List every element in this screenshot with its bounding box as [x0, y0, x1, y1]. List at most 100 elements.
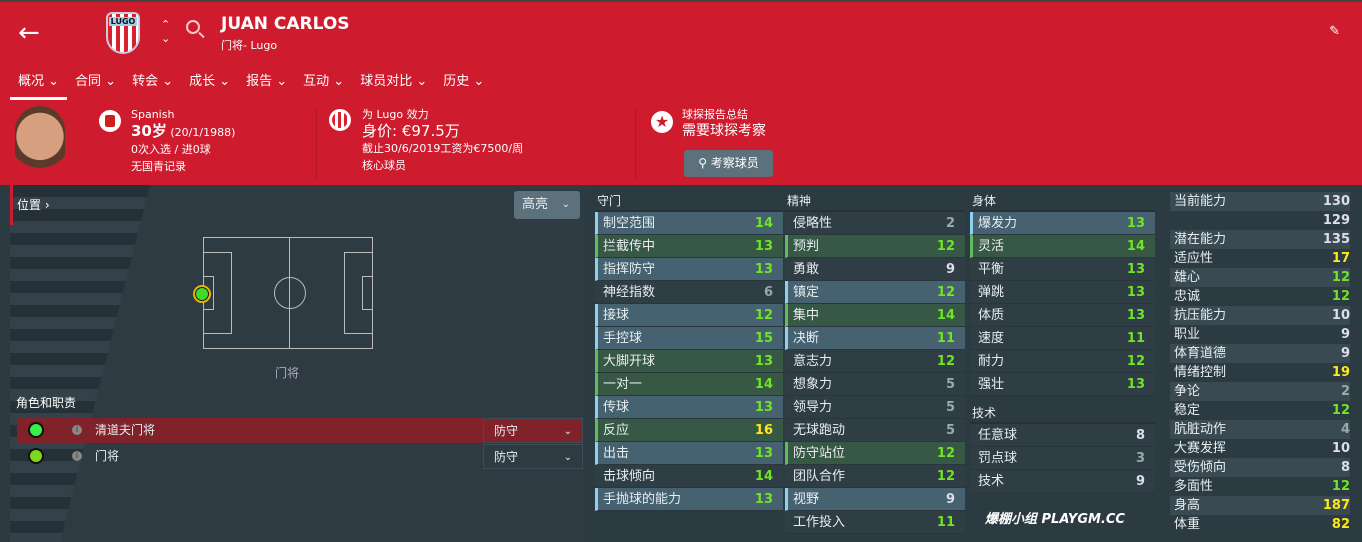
duty-dropdown[interactable]: 防守 ⌄	[483, 418, 583, 443]
attribute-row[interactable]: 拦截传中 13	[595, 235, 783, 258]
attribute-row[interactable]: 出击 13	[595, 442, 783, 465]
column-title: 技术	[970, 402, 1155, 424]
edit-pencil-icon[interactable]: ✎	[1329, 24, 1340, 39]
attribute-row[interactable]: 一对一 14	[595, 373, 783, 396]
duty-dropdown[interactable]: 防守 ⌄	[483, 444, 583, 469]
attribute-row[interactable]: 体质 13	[970, 304, 1155, 327]
attribute-row[interactable]: 罚点球 3	[970, 447, 1155, 470]
attribute-row: 体育道德 9	[1170, 344, 1350, 363]
attribute-row[interactable]: 无球跑动 5	[785, 419, 965, 442]
column-title: 身体	[970, 190, 1155, 212]
tab-1[interactable]: 合同 ⌄	[75, 74, 117, 89]
attribute-row: 争论 2	[1170, 382, 1350, 401]
dob: (20/1/1988)	[170, 126, 236, 139]
attribute-row: 忠诚 12	[1174, 289, 1350, 304]
club-crest[interactable]: LUGO	[106, 12, 140, 54]
position-link[interactable]: 位置 ›	[17, 198, 50, 212]
plays-for[interactable]: 为 Lugo 效力	[362, 108, 429, 121]
tab-6[interactable]: 球员对比 ⌄	[360, 74, 428, 89]
attribute-row: 抗压能力 10	[1170, 306, 1350, 325]
attribute-row[interactable]: 勇敢 9	[785, 258, 965, 281]
role-row[interactable]: i 清道夫门将 防守 ⌄	[17, 418, 583, 443]
attribute-row[interactable]: 领导力 5	[785, 396, 965, 419]
tab-4[interactable]: 报告 ⌄	[246, 74, 288, 89]
attribute-row: 129	[1322, 213, 1350, 228]
tab-0[interactable]: 概况 ⌄	[10, 70, 68, 100]
role-suitability-icon	[28, 448, 44, 464]
column-title: 精神	[785, 190, 965, 212]
attribute-row: 体重 82	[1174, 517, 1350, 532]
attribute-row: 潜在能力 135	[1170, 230, 1350, 249]
attribute-row[interactable]: 视野 9	[785, 488, 965, 511]
attribute-row[interactable]: 意志力 12	[785, 350, 965, 373]
info-icon[interactable]: i	[72, 425, 82, 435]
goalkeeper-position-marker[interactable]	[193, 285, 211, 303]
info-icon[interactable]: i	[72, 451, 82, 461]
attribute-row[interactable]: 接球 12	[595, 304, 783, 327]
attribute-row[interactable]: 大脚开球 13	[595, 350, 783, 373]
attribute-row: 受伤倾向 8	[1170, 458, 1350, 477]
attribute-row[interactable]: 强壮 13	[970, 373, 1155, 396]
tab-5[interactable]: 互动 ⌄	[303, 74, 345, 89]
position-panel: 位置 › 高亮 ⌄ 门将 角色和职责 i 清道夫门将 防守 ⌄ i 门将 防守 ⌄	[10, 185, 588, 542]
attribute-row[interactable]: 集中 14	[785, 304, 965, 327]
attribute-row[interactable]: 镇定 12	[785, 281, 965, 304]
attribute-row[interactable]: 弹跳 13	[970, 281, 1155, 304]
attribute-row[interactable]: 预判 12	[785, 235, 965, 258]
attribute-row[interactable]: 制空范围 14	[595, 212, 783, 235]
attribute-row[interactable]: 侵略性 2	[785, 212, 965, 235]
attribute-row: 当前能力 130	[1170, 192, 1350, 211]
scout-title: 球探报告总结	[682, 108, 748, 121]
tab-2[interactable]: 转会 ⌄	[132, 74, 174, 89]
nationality: Spanish	[131, 108, 175, 121]
roles-heading: 角色和职责	[16, 396, 77, 410]
spain-flag-icon	[99, 110, 121, 132]
search-icon[interactable]	[186, 20, 200, 34]
attr-column: 守门 制空范围 14 拦截传中 13 指挥防守 13 神经指数 6 接球 12 手控球 15 大脚开球 13…	[595, 190, 783, 511]
star-icon: ★	[651, 111, 673, 133]
attribute-row[interactable]: 想象力 5	[785, 373, 965, 396]
attribute-row[interactable]: 速度 11	[970, 327, 1155, 350]
scout-player-button[interactable]: ⚲ 考察球员	[684, 150, 773, 177]
attribute-row: 多面性 12	[1174, 479, 1350, 494]
attribute-row[interactable]: 平衡 13	[970, 258, 1155, 281]
watermark: 爆棚小组 PLAYGM.CC	[985, 512, 1125, 527]
club-crest-icon	[329, 109, 351, 131]
attribute-row: 职业 9	[1174, 327, 1350, 342]
tab-7[interactable]: 历史 ⌄	[443, 74, 485, 89]
attribute-row[interactable]: 击球倾向 14	[595, 465, 783, 488]
highlight-dropdown[interactable]: 高亮 ⌄	[514, 191, 580, 219]
attribute-row[interactable]: 耐力 12	[970, 350, 1155, 373]
contract: 截止30/6/2019工资为€7500/周	[362, 142, 524, 155]
prev-next-player-icon[interactable]: ⌃ ⌄	[161, 18, 171, 45]
attribute-row[interactable]: 团队合作 12	[785, 465, 965, 488]
attribute-row[interactable]: 反应 16	[595, 419, 783, 442]
scout-summary: 需要球探考察	[682, 123, 766, 139]
back-arrow-icon[interactable]: ←	[18, 18, 40, 48]
attribute-row[interactable]: 手控球 15	[595, 327, 783, 350]
chevron-down-icon: ⌄	[563, 452, 572, 463]
attr-column: 精神 侵略性 2 预判 12 勇敢 9 镇定 12 集中 14 决断 11 意志力 12 想象力 5 领导力 5 无球…	[785, 190, 965, 534]
tab-3[interactable]: 成长 ⌄	[189, 74, 231, 89]
youth-record: 无国青记录	[131, 160, 186, 173]
attribute-row: 身高 187	[1170, 496, 1350, 515]
personal-attributes: 当前能力 130 129 潜在能力 135 适应性 17 雄心 12 忠诚 12 抗压能力 10 职业 9 体…	[1170, 192, 1350, 534]
attribute-row[interactable]: 任意球 8	[970, 424, 1155, 447]
attribute-row[interactable]: 爆发力 13	[970, 212, 1155, 235]
attribute-row[interactable]: 神经指数 6	[595, 281, 783, 304]
player-name: JUAN CARLOS	[221, 14, 350, 34]
attribute-row[interactable]: 手抛球的能力 13	[595, 488, 783, 511]
attribute-row: 雄心 12	[1170, 268, 1350, 287]
player-value: 身价: €97.5万	[362, 122, 460, 140]
attribute-row[interactable]: 传球 13	[595, 396, 783, 419]
attribute-row[interactable]: 指挥防守 13	[595, 258, 783, 281]
attribute-row[interactable]: 工作投入 11	[785, 511, 965, 534]
attribute-row[interactable]: 防守站位 12	[785, 442, 965, 465]
squad-status: 核心球员	[362, 159, 406, 172]
attribute-row[interactable]: 灵活 14	[970, 235, 1155, 258]
attribute-row[interactable]: 决断 11	[785, 327, 965, 350]
role-row[interactable]: i 门将 防守 ⌄	[17, 444, 583, 469]
attribute-row[interactable]: 技术 9	[970, 470, 1155, 493]
role-name: 清道夫门将	[95, 423, 156, 437]
column-title: 守门	[595, 190, 783, 212]
